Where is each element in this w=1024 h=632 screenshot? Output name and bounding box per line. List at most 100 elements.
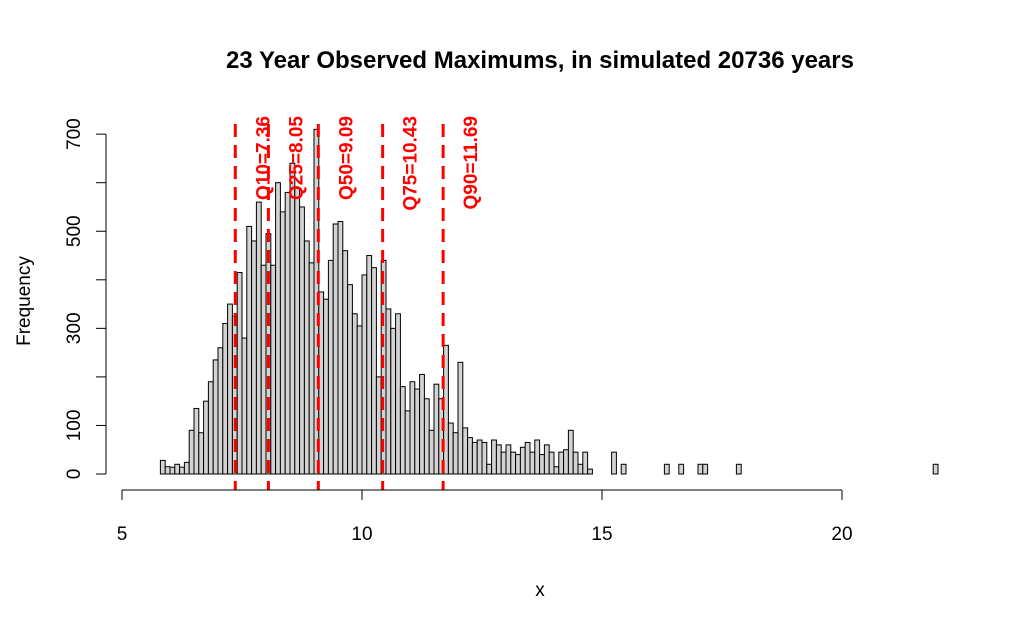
histogram-bar	[260, 264, 267, 475]
histogram-bar	[255, 201, 262, 475]
histogram-bar	[582, 451, 589, 475]
quantile-label: Q25=8.05	[286, 116, 307, 200]
histogram-bar	[246, 225, 253, 475]
histogram-bar	[505, 444, 512, 475]
histogram-bar	[183, 461, 190, 475]
histogram-bar	[270, 264, 277, 475]
histogram-bar	[275, 182, 281, 475]
histogram-bar	[423, 398, 430, 475]
histogram-bar	[539, 454, 545, 475]
histogram-bar	[486, 463, 493, 475]
histogram-bar	[476, 439, 483, 475]
histogram-bar	[409, 381, 416, 475]
histogram-bar	[524, 441, 531, 475]
histogram-bar	[332, 223, 339, 475]
histogram-bar	[241, 337, 248, 475]
histogram-bar	[515, 454, 521, 475]
histogram-bar	[179, 466, 185, 475]
x-axis: 5 10 15 20	[117, 489, 853, 545]
histogram-bar	[548, 451, 555, 475]
histogram-bar	[366, 255, 373, 475]
histogram-bar	[227, 303, 233, 475]
histogram-bar	[678, 463, 685, 475]
histogram-bar	[399, 386, 406, 475]
histogram-bar	[251, 240, 257, 475]
histogram-bar	[471, 441, 478, 475]
y-axis: 0 100 300 500 700	[64, 118, 107, 480]
histogram-bar	[611, 451, 617, 475]
y-axis-label: Frequency	[14, 256, 35, 346]
histogram-bar	[457, 361, 464, 475]
y-tick-label: 0	[64, 469, 85, 480]
histogram-bar	[207, 381, 214, 475]
histogram-bar	[385, 308, 392, 475]
histogram-bar	[351, 313, 358, 475]
x-axis-label: x	[535, 580, 545, 601]
histogram-bar	[495, 444, 502, 475]
histogram-bar	[174, 463, 181, 475]
histogram-bar	[289, 162, 296, 475]
quantile-label: Q90=11.69	[461, 116, 482, 210]
histogram-bar	[212, 359, 219, 475]
histogram-bars	[159, 128, 939, 475]
x-tick-label: 15	[591, 524, 612, 545]
chart-title: 23 Year Observed Maximums, in simulated …	[226, 47, 854, 74]
quantile-lines	[233, 124, 445, 490]
histogram-bar	[356, 325, 363, 475]
y-tick-label: 700	[64, 118, 85, 150]
histogram-bar	[447, 422, 454, 475]
x-tick-label: 5	[117, 524, 128, 545]
histogram-bar	[198, 432, 205, 475]
histogram-bar	[404, 410, 411, 475]
histogram-bar	[159, 459, 166, 475]
histogram-bar	[932, 463, 939, 475]
histogram-bar	[500, 451, 507, 475]
histogram-bar	[217, 347, 224, 475]
histogram-bar	[553, 466, 560, 475]
histogram-bar	[663, 463, 670, 475]
histogram-bar	[323, 298, 329, 475]
histogram-bar	[563, 449, 569, 475]
histogram-bar	[620, 463, 627, 475]
histogram-bar	[308, 262, 315, 475]
histogram-bar	[390, 327, 397, 475]
histogram-bar	[702, 463, 709, 475]
histogram-bar	[361, 274, 368, 475]
histogram-bar	[577, 463, 584, 475]
histogram-bar	[558, 451, 565, 475]
histogram-bar	[510, 451, 517, 475]
histogram-bar	[375, 376, 382, 475]
histogram-bar	[462, 427, 469, 475]
histogram-bar	[481, 441, 488, 475]
histogram-bar	[534, 439, 541, 475]
quantile-label: Q10=7.36	[253, 116, 274, 200]
histogram-bar	[265, 233, 272, 475]
histogram-bar	[294, 187, 301, 475]
histogram-bar	[371, 267, 377, 475]
histogram-bar	[169, 466, 176, 475]
histogram-bar	[299, 206, 305, 475]
histogram-bar	[587, 468, 593, 475]
histogram-bar	[567, 429, 574, 475]
histogram-bar	[491, 439, 497, 475]
histogram-bar	[414, 388, 421, 475]
histogram-bar	[395, 313, 401, 475]
histogram-bar	[519, 446, 526, 475]
x-tick-label: 10	[351, 524, 372, 545]
y-tick-label: 500	[64, 215, 85, 247]
x-tick-label: 20	[831, 524, 852, 545]
histogram-bar	[337, 221, 344, 475]
histogram-bar	[284, 191, 291, 475]
histogram-bar	[419, 373, 425, 475]
histogram-bar	[735, 463, 742, 475]
histogram-bar	[164, 466, 171, 475]
histogram-bar	[327, 259, 334, 475]
histogram-bar	[347, 284, 353, 475]
histogram-bar	[236, 272, 243, 475]
histogram-bar	[543, 444, 550, 475]
histogram-bar	[193, 407, 200, 475]
histogram-bar	[697, 463, 704, 475]
histogram-bar	[188, 429, 195, 475]
histogram-bar	[222, 323, 229, 475]
